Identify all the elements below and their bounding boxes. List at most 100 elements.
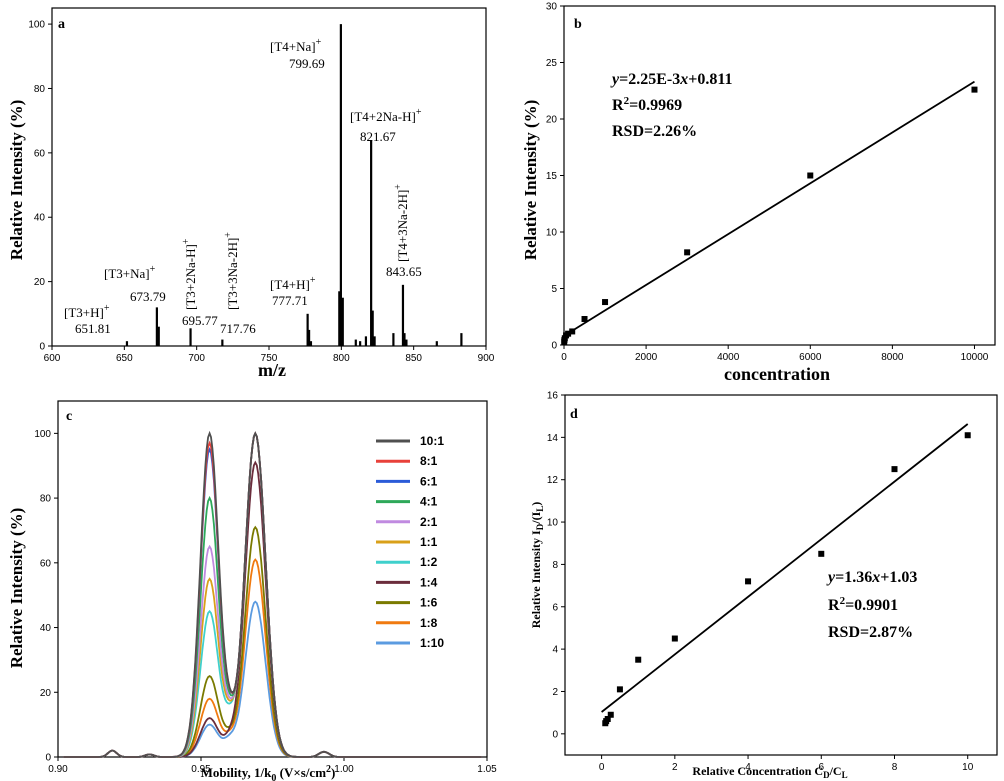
panel-a-mz-label: 717.76 [220, 321, 256, 336]
panel-d-xtick-label: 0 [599, 762, 605, 773]
panel-c-legend-label: 4:1 [420, 495, 438, 509]
panel-c-xtick-label: 1.05 [477, 764, 497, 775]
panel-c-series-line [63, 558, 482, 758]
panel-d-ytick-label: 6 [552, 602, 558, 613]
panel-d-point [607, 711, 614, 718]
panel-b-eq-y: y [610, 71, 620, 88]
panel-b-point [569, 328, 576, 335]
panel-b-point [684, 249, 691, 256]
panel-c-legend-label: 10:1 [420, 434, 444, 448]
panel-a-xtick-label: 750 [261, 353, 278, 364]
panel-b-ytick-label: 30 [546, 2, 558, 13]
panel-b-r2-sup: 2 [624, 95, 630, 107]
panel-d-ytick-label: 14 [547, 433, 559, 444]
panel-d-r2-value: =0.9901 [845, 597, 898, 614]
panel-a-ion-label: [T3+3Na-2H]+ [223, 232, 240, 310]
panel-c: c Mobility, 1/k0 (V×s/cm2) Relative Inte… [7, 400, 497, 781]
panel-d-ytick-label: 10 [547, 518, 559, 529]
panel-a-ion-label: [T3+H]+ [64, 303, 110, 320]
panel-b-xtick-label: 0 [561, 352, 567, 363]
panel-d-ytick-label: 0 [552, 729, 558, 740]
panel-d-r2-label: R [828, 597, 840, 614]
panel-c-xtick-label: 1.00 [334, 764, 354, 775]
panel-d-point [891, 466, 898, 473]
panel-a-ytick-label: 40 [34, 213, 46, 224]
panel-d-ytick-label: 12 [547, 475, 559, 486]
panel-a-plot-frame [51, 7, 487, 347]
panel-b-eq-x: x [679, 71, 688, 88]
panel-d-rsd: RSD=2.87% [828, 624, 913, 641]
panel-d-eq-x: x [871, 569, 880, 586]
panel-a-ion-formula: [T4+Na] [270, 39, 316, 54]
panel-b-ytick-label: 25 [546, 58, 558, 69]
panel-a-ion-formula: [T3+Na] [104, 266, 150, 281]
panel-b-fit-line [563, 80, 975, 337]
panel-d-letter: d [570, 407, 578, 422]
panel-d-point [818, 550, 825, 557]
panel-a-ion-charge: + [104, 303, 110, 314]
panel-a-xlabel: m/z [258, 360, 286, 380]
panel-c-legend-label: 2:1 [420, 515, 438, 529]
panel-b-xtick-label: 6000 [799, 352, 822, 363]
panel-b-ytick-label: 20 [546, 115, 558, 126]
panel-b-ytick-label: 10 [546, 228, 558, 239]
panel-d-point [616, 686, 623, 693]
panel-c-legend-label: 8:1 [420, 454, 438, 468]
panel-b-xtick-label: 4000 [717, 352, 740, 363]
panel-c-xlabel: Mobility, 1/k0 (V×s/cm2) [201, 764, 336, 781]
panel-a-mz-label: 651.81 [75, 321, 111, 336]
panel-b-ytick-label: 15 [546, 171, 558, 182]
panel-a-ytick-label: 80 [34, 84, 46, 95]
panel-a-mz-label: 821.67 [360, 129, 396, 144]
panel-b-eq-formula: =2.25E-3 [619, 71, 680, 88]
panel-a-ion-formula: [T4+3Na-2H] [395, 190, 410, 262]
panel-a-ion-label: [T3+Na]+ [104, 264, 156, 281]
panel-c-plot-frame [57, 400, 488, 758]
panel-a-ion-charge: + [223, 232, 234, 238]
panel-b-point [602, 299, 609, 306]
panel-c-ytick-label: 20 [40, 688, 52, 699]
panel-d: d Relative Concentration CD/CL Relative … [529, 391, 998, 780]
panel-d-point [671, 635, 678, 642]
panel-d-plot-frame [564, 394, 998, 756]
panel-a-ytick-label: 20 [34, 277, 46, 288]
panel-b: b concentration Relative Intensity (%) 0… [521, 2, 996, 384]
panel-c-legend-label: 1:4 [420, 575, 438, 589]
panel-d-xtick-label: 6 [818, 762, 824, 773]
panel-c-legend-label: 1:2 [420, 555, 438, 569]
panel-b-xlabel: concentration [724, 364, 830, 384]
panel-a-ion-label: [T4+3Na-2H]+ [393, 184, 410, 262]
panel-a-ion-formula: [T3+3Na-2H] [225, 238, 240, 310]
panel-a-xtick-label: 600 [44, 353, 61, 364]
panel-d-ytick-label: 2 [552, 687, 558, 698]
panel-d-eq-formula: =1.36 [835, 569, 872, 586]
panel-a-ion-charge: + [393, 184, 404, 190]
panel-a-xtick-label: 700 [188, 353, 205, 364]
panel-b-plot-frame [563, 5, 996, 346]
panel-d-ytick-label: 4 [552, 645, 558, 656]
panel-a-ion-charge: + [310, 275, 316, 286]
panel-c-ytick-label: 60 [40, 558, 52, 569]
panel-b-eq-intercept: +0.811 [688, 71, 732, 88]
panel-c-ytick-label: 80 [40, 494, 52, 505]
panel-c-ytick-label: 0 [45, 753, 51, 764]
panel-b-xtick-label: 10000 [961, 352, 989, 363]
panel-b-ytick-label: 5 [551, 284, 557, 295]
panel-a-ytick-label: 0 [39, 342, 45, 353]
panel-a-ion-label: [T3+2Na-H]+ [181, 238, 198, 310]
panel-d-fit-line [601, 423, 969, 713]
panel-c-legend-label: 1:1 [420, 535, 438, 549]
panel-a-ylabel: Relative Intensity (%) [7, 100, 26, 261]
panel-d-equation: y=1.36x+1.03 [826, 569, 917, 586]
panel-b-point [971, 86, 978, 93]
panel-b-xtick-label: 2000 [635, 352, 658, 363]
panel-c-ylabel: Relative Intensity (%) [7, 508, 26, 669]
panel-d-r2: R2=0.9901 [828, 595, 898, 614]
panel-c-ytick-label: 40 [40, 623, 52, 634]
panel-c-ytick-label: 100 [34, 429, 51, 440]
panel-b-r2-label: R [612, 97, 624, 114]
panel-d-xtick-label: 10 [962, 762, 974, 773]
panel-c-letter: c [66, 409, 72, 424]
panel-a-ion-formula: [T3+H] [64, 305, 104, 320]
